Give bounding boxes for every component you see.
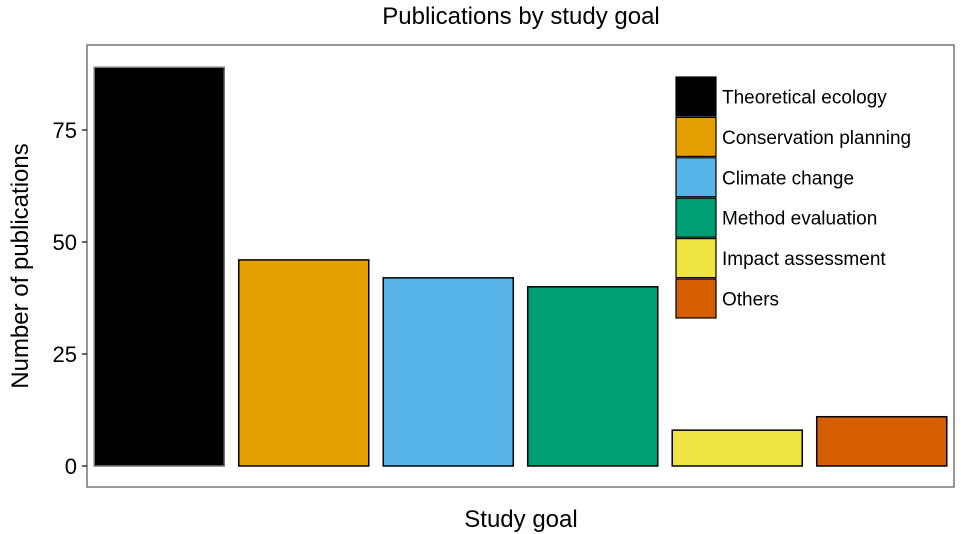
- bar-conservation-planning: [237, 259, 370, 467]
- legend-label-climate-change: Climate change: [722, 168, 854, 189]
- legend-key-conservation-planning: [675, 116, 717, 158]
- legend-key-theoretical-ecology: [675, 76, 717, 117]
- y-tick-label: 0: [65, 454, 77, 479]
- y-axis: 0 25 50 75: [53, 118, 87, 479]
- legend-label-others: Others: [722, 290, 779, 311]
- bar-climate-change: [382, 277, 515, 467]
- legend-key-climate-change: [675, 157, 717, 198]
- plot-panel: [86, 44, 955, 488]
- bar-theoretical-ecology: [93, 66, 226, 467]
- legend-label-method-evaluation: Method evaluation: [722, 209, 877, 230]
- legend-key-method-evaluation: [675, 197, 717, 238]
- y-axis-label: Number of publications: [7, 143, 34, 388]
- bars: [93, 66, 948, 467]
- chart-title: Publications by study goal: [382, 3, 660, 30]
- bar-method-evaluation: [526, 286, 659, 467]
- bar-impact-assessment: [671, 429, 804, 467]
- y-tick-label: 50: [53, 230, 77, 255]
- bar-others: [815, 415, 948, 467]
- x-axis-label: Study goal: [464, 506, 577, 533]
- legend-key-others: [675, 278, 717, 319]
- y-tick-label: 75: [53, 118, 77, 143]
- legend-label-impact-assessment: Impact assessment: [722, 249, 886, 270]
- y-tick-label: 25: [53, 342, 77, 367]
- legend: Theoretical ecology Conservation planning…: [675, 76, 911, 319]
- legend-label-conservation-planning: Conservation planning: [722, 128, 911, 149]
- legend-key-impact-assessment: [675, 238, 717, 279]
- legend-label-theoretical-ecology: Theoretical ecology: [722, 88, 887, 109]
